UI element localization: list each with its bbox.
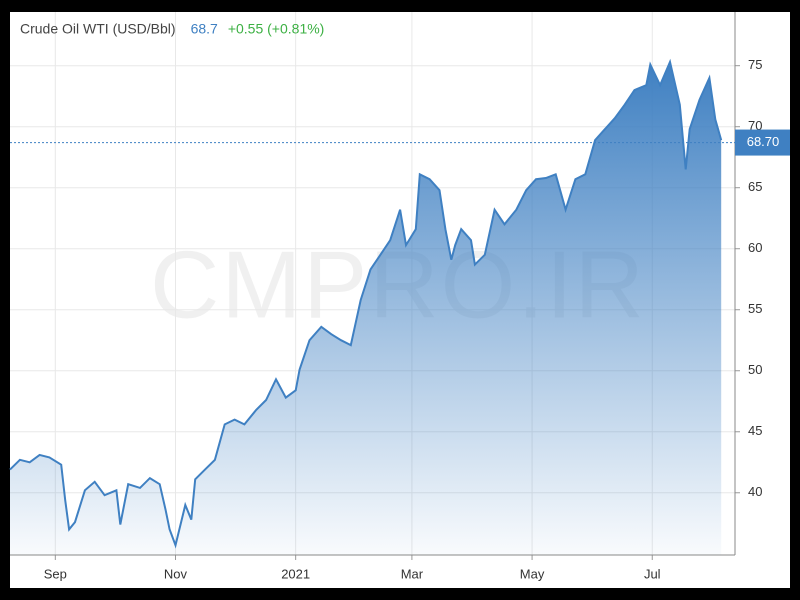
y-tick-label: 70	[748, 118, 762, 133]
y-tick-label: 65	[748, 179, 762, 194]
price-change: +0.55 (+0.81%)	[228, 21, 325, 37]
y-tick-label: 60	[748, 240, 762, 255]
last-price: 68.7	[191, 21, 218, 37]
x-tick-label: 2021	[281, 566, 310, 581]
y-tick-label: 40	[748, 484, 762, 499]
y-tick-label: 45	[748, 423, 762, 438]
chart-title: Crude Oil WTI (USD/Bbl)	[20, 21, 176, 37]
y-tick-label: 75	[748, 57, 762, 72]
x-tick-label: Mar	[401, 566, 424, 581]
x-tick-label: Jul	[644, 566, 661, 581]
last-price-tag	[735, 129, 790, 156]
last-price-label: 68.70	[747, 134, 780, 149]
price-line	[9, 58, 723, 549]
x-tick-label: Nov	[164, 566, 188, 581]
x-tick-label: May	[520, 566, 545, 581]
area-fill	[10, 62, 722, 555]
y-tick-label: 55	[748, 301, 762, 316]
x-tick-label: Sep	[44, 566, 67, 581]
y-tick-label: 50	[748, 362, 762, 377]
